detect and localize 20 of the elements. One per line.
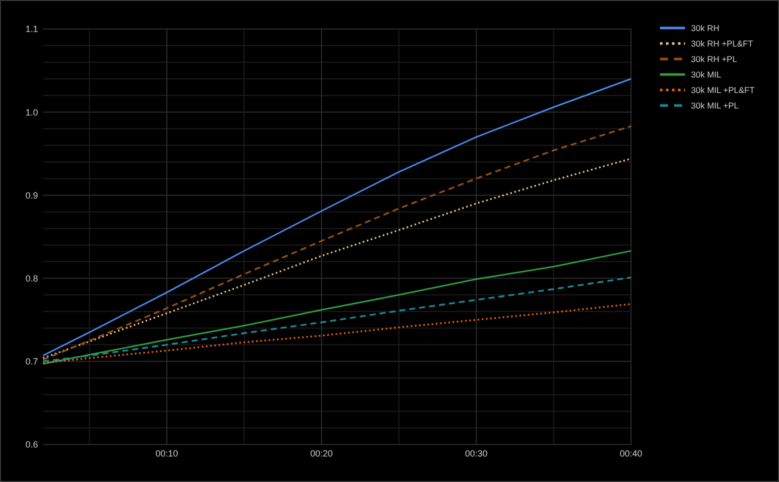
x-tick-label: 00:10 xyxy=(156,448,178,458)
legend-label: 30k RH +PL&FT xyxy=(691,38,754,48)
legend-label: 30k RH +PL xyxy=(691,54,738,64)
line-series xyxy=(42,250,632,365)
y-tick-label: 1.1 xyxy=(25,24,38,34)
line-series xyxy=(42,78,632,356)
y-tick-label: 0.7 xyxy=(25,356,38,367)
x-tick-label: 00:40 xyxy=(620,448,642,458)
x-tick-label: 00:30 xyxy=(465,448,488,458)
legend-label: 30k RH xyxy=(691,22,720,33)
y-tick-label: 1.0 xyxy=(25,107,38,118)
legend-label: 30k MIL +PL xyxy=(691,100,739,110)
y-tick-label: 0.6 xyxy=(25,440,38,450)
line-series xyxy=(42,276,632,362)
legend-label: 30k MIL +PL&FT xyxy=(691,84,755,95)
y-tick-label: 0.9 xyxy=(25,190,38,200)
line-series xyxy=(42,303,632,364)
x-tick-label: 00:20 xyxy=(310,448,333,458)
legend-label: 30k MIL xyxy=(691,69,722,80)
y-tick-label: 0.8 xyxy=(25,273,38,284)
